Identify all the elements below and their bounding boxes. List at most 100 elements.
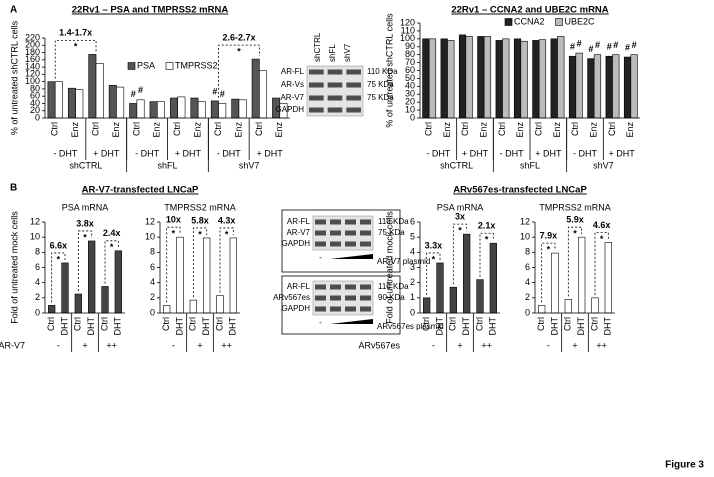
y-tick-label: 12 xyxy=(520,216,530,226)
x-tick-label: Enz xyxy=(589,122,599,138)
legend-swatch xyxy=(555,18,563,26)
group-label: - DHT xyxy=(573,148,597,158)
bar xyxy=(568,55,577,119)
bar xyxy=(231,98,240,119)
legend-swatch xyxy=(165,62,174,70)
hash-mark: # xyxy=(220,89,225,99)
bar xyxy=(575,52,583,119)
group-label: - DHT xyxy=(217,148,241,158)
blot-band xyxy=(346,69,361,75)
bracket xyxy=(541,242,556,303)
bar xyxy=(593,54,602,119)
bracket xyxy=(479,232,494,277)
bar xyxy=(95,63,104,119)
y-tick-label: 2 xyxy=(410,277,415,287)
bar xyxy=(463,233,471,314)
chart-title: 22Rv1 – CCNA2 and UBE2C mRNA xyxy=(451,5,608,16)
x-tick-label: DHT xyxy=(603,317,613,336)
blot-frame xyxy=(281,275,401,335)
x-tick-label: Ctrl xyxy=(570,122,580,136)
plasmid-wedge xyxy=(330,254,373,259)
bar xyxy=(630,54,638,119)
group-label: - xyxy=(57,340,60,350)
group-label: + xyxy=(572,340,577,350)
blot-band xyxy=(360,284,371,290)
y-tick-label: 2 xyxy=(525,292,530,302)
bar xyxy=(136,99,145,119)
legend-swatch xyxy=(127,62,136,70)
y-tick-label: 80 xyxy=(30,83,40,93)
bar xyxy=(557,36,565,119)
x-tick-label: Ctrl xyxy=(474,317,484,331)
plasmid-label: AR-V7 plasmid xyxy=(377,257,430,266)
y-tick-label: 12 xyxy=(145,216,155,226)
bar xyxy=(623,56,632,119)
blot-lane-label: shV7 xyxy=(343,43,352,62)
significance-mark: * xyxy=(600,234,604,244)
y-tick-label: 50 xyxy=(405,73,415,83)
figure-label: Figure 3 xyxy=(665,460,704,471)
blot-band xyxy=(327,82,343,88)
blot-band xyxy=(360,241,371,247)
blot-band xyxy=(346,107,361,113)
y-tick-label: 180 xyxy=(25,47,40,57)
bar xyxy=(114,250,122,314)
bar xyxy=(238,99,247,119)
x-tick-label: Ctrl xyxy=(99,317,109,331)
fold-label: 5.8x xyxy=(191,215,209,225)
blot-band xyxy=(315,306,326,312)
group-label: - DHT xyxy=(53,148,77,158)
x-tick-label: Enz xyxy=(625,122,635,138)
blot-band xyxy=(360,295,371,301)
legend-swatch xyxy=(504,18,513,26)
fold-label: 7.9x xyxy=(540,230,558,240)
blot-lane-label: shFL xyxy=(328,44,337,62)
y-tick-label: 8 xyxy=(35,247,40,257)
bar xyxy=(101,286,109,314)
significance-mark: * xyxy=(432,254,436,264)
fold-label: 10x xyxy=(166,215,181,225)
x-tick-label: DHT xyxy=(86,317,96,336)
significance-mark: * xyxy=(458,226,462,236)
blot-band xyxy=(346,95,361,101)
group-label: + DHT xyxy=(175,148,202,158)
significance-mark: * xyxy=(57,254,61,264)
hash-mark: # xyxy=(131,89,136,99)
x-tick-label: Ctrl xyxy=(497,122,507,136)
section-title: ARv567es-transfected LNCaP xyxy=(453,185,587,196)
x-tick-label: DHT xyxy=(549,317,559,336)
blot-size: 90 KDa xyxy=(378,293,405,302)
y-tick-label: 6 xyxy=(410,216,415,226)
bar xyxy=(48,305,56,314)
y-tick-label: 6 xyxy=(150,262,155,272)
bar xyxy=(163,305,171,314)
bar xyxy=(520,40,528,119)
significance-mark: * xyxy=(110,242,114,252)
x-tick-label: Ctrl xyxy=(254,122,264,136)
bar xyxy=(156,101,165,119)
bar xyxy=(538,305,546,314)
y-tick-label: 100 xyxy=(400,33,415,43)
bar xyxy=(218,103,227,119)
blot-band xyxy=(345,306,356,312)
hash-mark: # xyxy=(607,42,612,52)
blot-band xyxy=(330,241,341,247)
x-tick-label: DHT xyxy=(201,317,211,336)
y-tick-label: 2 xyxy=(35,292,40,302)
blot-band xyxy=(360,219,371,225)
group-label: ++ xyxy=(596,340,607,350)
blot-band xyxy=(315,241,326,247)
group-label: - DHT xyxy=(135,148,159,158)
group-label: - DHT xyxy=(426,148,450,158)
bar xyxy=(47,81,56,119)
hash-mark: # xyxy=(570,42,575,52)
bar xyxy=(229,237,237,314)
significance-mark: * xyxy=(485,235,489,245)
group-label: ++ xyxy=(106,340,117,350)
significance-mark: * xyxy=(74,42,78,52)
blot-band xyxy=(345,284,356,290)
blot-band xyxy=(309,69,324,75)
group-label: - xyxy=(432,340,435,350)
group-label: + DHT xyxy=(609,148,636,158)
bar xyxy=(88,240,96,314)
